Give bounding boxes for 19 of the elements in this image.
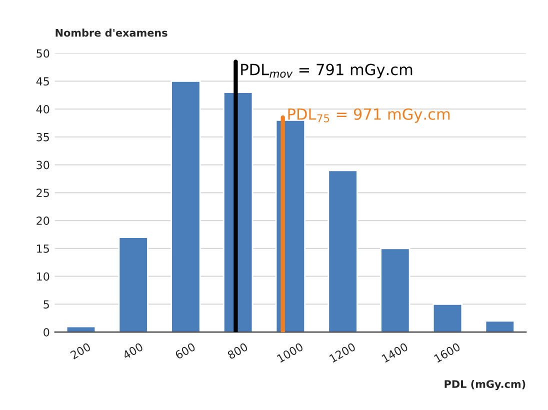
ref-line-label: PDL$_{75}$ = 971 mGy.cm [288,108,450,123]
y-tick-label: 20 [36,216,50,225]
y-tick-label: 0 [44,328,50,336]
x-tick-label: 800 [226,342,248,360]
y-tick-label: 25 [36,188,49,198]
y-tick-label: 30 [36,160,50,170]
y-tick-label: 40 [36,105,50,114]
x-tick-label: 400 [122,342,144,360]
y-axis-title: Nombre d'examens [56,28,168,37]
x-axis-title: PDL (mGy.cm) [444,380,526,390]
y-tick-label: 50 [36,49,50,58]
y-tick-label: 5 [44,300,49,309]
y-tick-label: 45 [36,77,49,86]
y-tick-label: 35 [36,132,49,142]
x-tick-label: 200 [70,342,92,360]
y-tick-label: 10 [37,272,50,281]
x-tick-label: 600 [174,342,196,360]
ref-line-label: PDL$_{mov}$ = 791 mGy.cm [241,64,412,78]
y-tick-label: 15 [37,244,49,253]
